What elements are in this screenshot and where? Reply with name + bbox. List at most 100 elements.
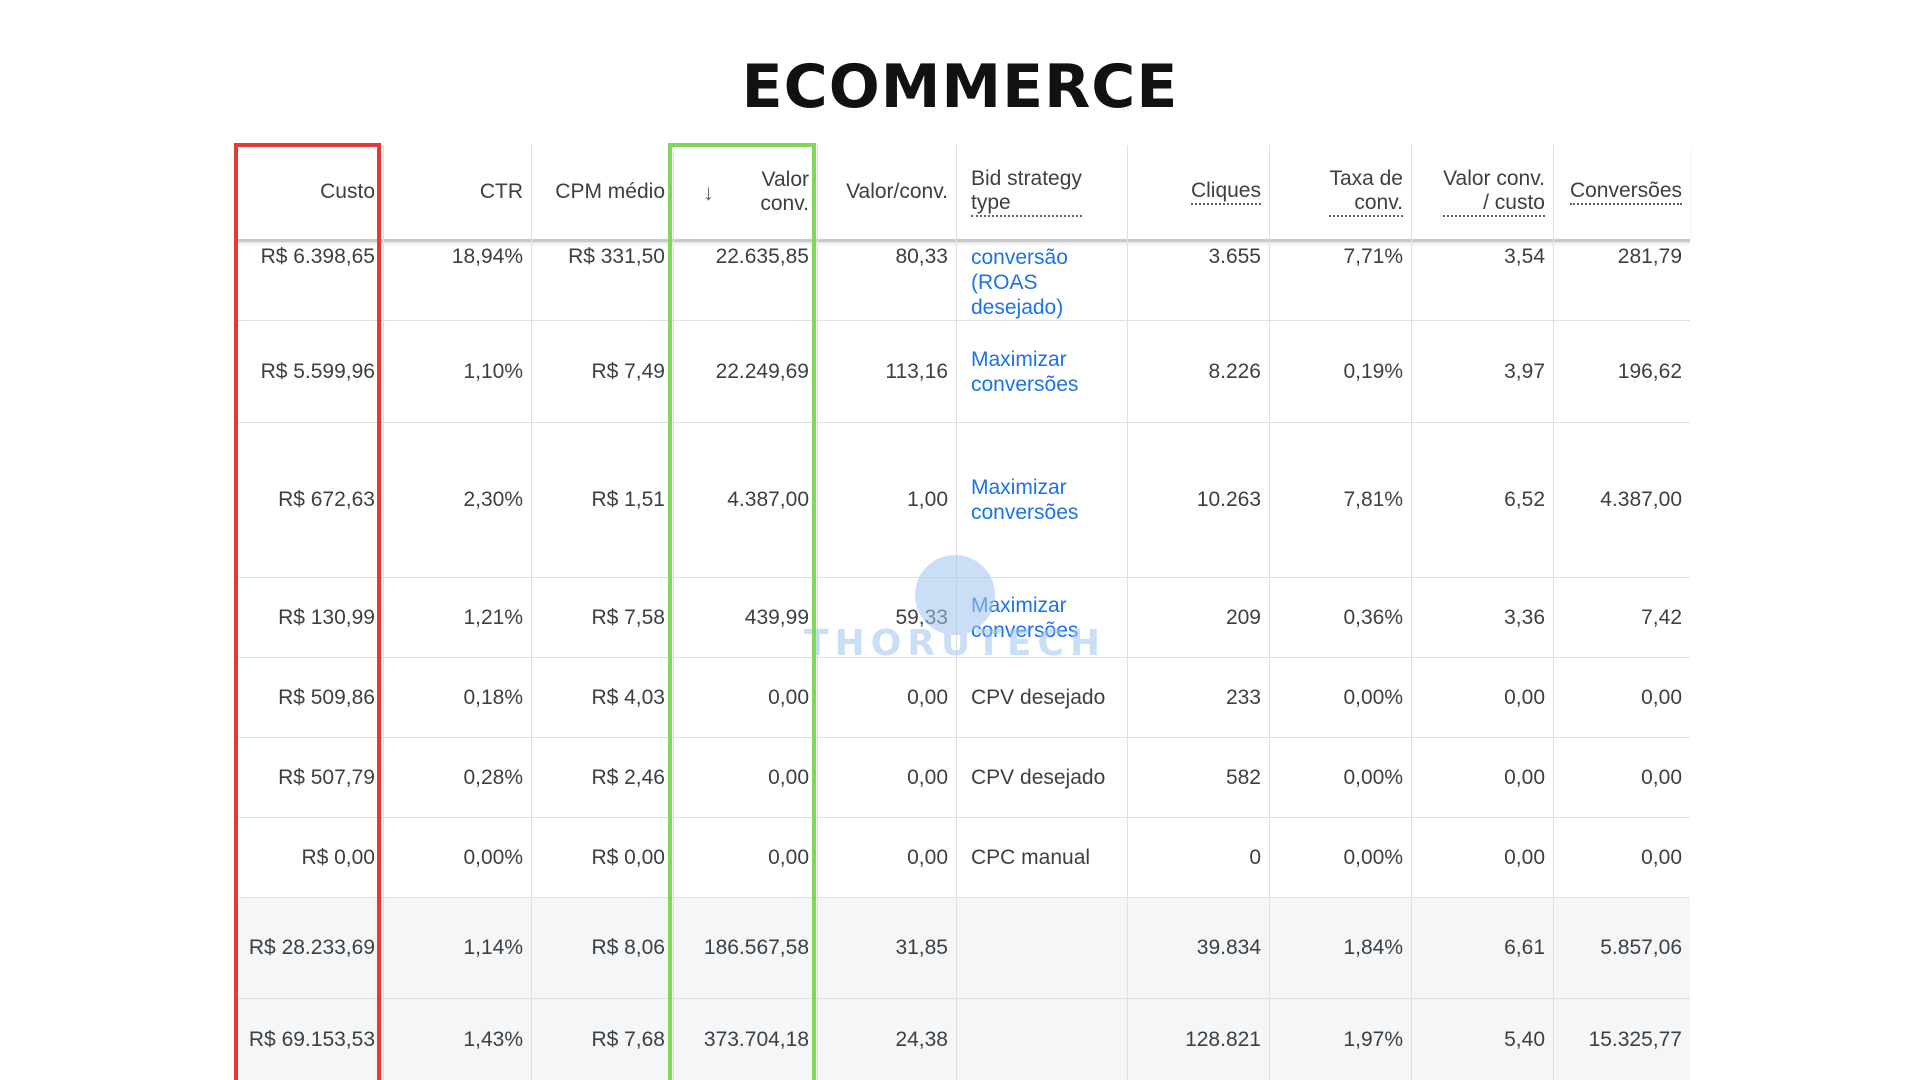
header-cliques[interactable]: Cliques: [1127, 145, 1269, 239]
header-taxa-de-conv[interactable]: Taxa de conv.: [1269, 145, 1411, 239]
cell-custo: R$ 0,00: [301, 845, 375, 869]
cell-cpm: R$ 7,58: [591, 605, 665, 629]
cell-valor-por-conv: 0,00: [907, 685, 948, 709]
cell-taxa-conv: 0,00%: [1343, 685, 1403, 709]
cell-cliques: 233: [1225, 685, 1261, 709]
total-valor-custo: 5,40: [1504, 1027, 1545, 1051]
cell-valor-custo: 0,00: [1504, 685, 1545, 709]
cell-cpm: R$ 2,46: [591, 765, 665, 789]
total-valor-conv: 373.704,18: [703, 1027, 809, 1051]
table-row[interactable]: R$ 0,00 0,00% R$ 0,00 0,00 0,00 CPC manu…: [237, 818, 1690, 898]
cell-valor-conv: 0,00: [768, 685, 809, 709]
cell-valor-por-conv: 80,33: [895, 245, 948, 268]
custo-highlight-box: [234, 143, 381, 1080]
cell-custo: R$ 672,63: [278, 488, 375, 511]
total-cpm: R$ 7,68: [591, 1027, 665, 1051]
total-ctr: 1,43%: [463, 1027, 523, 1051]
cell-ctr: 1,10%: [463, 359, 523, 383]
total-conversoes: 5.857,06: [1600, 936, 1682, 959]
cell-taxa-conv: 0,00%: [1343, 765, 1403, 789]
column-divider: [1411, 145, 1412, 1080]
cell-valor-conv: 0,00: [768, 845, 809, 869]
watermark-logo: THORUTECH: [800, 555, 1110, 675]
cell-bid-strategy-link[interactable]: Maximizar conversões: [971, 476, 1079, 524]
cell-ctr: 2,30%: [463, 488, 523, 511]
header-valor-por-conv[interactable]: Valor/conv.: [846, 180, 948, 203]
cell-conversoes: 0,00: [1641, 685, 1682, 709]
cell-bid-strategy-link[interactable]: Maximizar conversões: [971, 593, 1079, 642]
total-cliques: 128.821: [1185, 1027, 1261, 1051]
total-valor-custo: 6,61: [1504, 936, 1545, 959]
total-valor-conv: 186.567,58: [703, 936, 809, 959]
total-row: R$ 69.153,53 1,43% R$ 7,68 373.704,18 24…: [237, 999, 1690, 1080]
cell-bid-strategy: CPV desejado: [971, 686, 1106, 709]
column-divider: [1269, 145, 1270, 1080]
cell-valor-por-conv: 1,00: [907, 488, 948, 511]
table-row[interactable]: R$ 509,86 0,18% R$ 4,03 0,00 0,00 CPV de…: [237, 658, 1690, 738]
cell-conversoes: 196,62: [1617, 359, 1682, 383]
cell-custo: R$ 507,79: [278, 765, 375, 789]
column-divider: [673, 145, 674, 1080]
total-cliques: 39.834: [1196, 936, 1261, 959]
cell-bid-strategy-link[interactable]: conversão (ROAS desejado): [971, 246, 1068, 319]
cell-bid-strategy: CPC manual: [971, 846, 1091, 869]
cell-valor-conv: 22.635,85: [715, 245, 809, 268]
cell-bid-strategy-link[interactable]: Maximizar conversões: [971, 347, 1079, 396]
header-valor-conv[interactable]: ↓ Valor conv.: [703, 168, 809, 215]
cell-cpm: R$ 1,51: [591, 488, 665, 511]
header-ctr[interactable]: CTR: [479, 180, 523, 203]
total-conversoes: 15.325,77: [1588, 1027, 1682, 1051]
cell-valor-custo: 6,52: [1504, 488, 1545, 511]
report-table: Custo CTR CPM médio ↓ Valor conv. Valor/…: [237, 145, 1690, 1080]
table-row[interactable]: R$ 507,79 0,28% R$ 2,46 0,00 0,00 CPV de…: [237, 738, 1690, 818]
total-row: R$ 28.233,69 1,14% R$ 8,06 186.567,58 31…: [237, 898, 1690, 999]
cell-ctr: 0,00%: [463, 845, 523, 869]
cell-cliques: 582: [1225, 765, 1261, 789]
table-row[interactable]: R$ 130,99 1,21% R$ 7,58 439,99 59,33 Max…: [237, 578, 1690, 658]
column-divider: [1127, 145, 1128, 1080]
cell-cliques: 3.655: [1208, 245, 1261, 268]
cell-valor-custo: 3,97: [1504, 359, 1545, 383]
total-valor-por-conv: 24,38: [895, 1027, 948, 1051]
total-valor-por-conv: 31,85: [895, 936, 948, 959]
cell-taxa-conv: 7,81%: [1343, 488, 1403, 511]
page-title: ECOMMERCE: [741, 52, 1179, 122]
cell-ctr: 0,18%: [463, 685, 523, 709]
cell-cpm: R$ 0,00: [591, 845, 665, 869]
cell-cliques: 10.263: [1196, 488, 1261, 511]
column-divider: [1553, 145, 1554, 1080]
cell-taxa-conv: 0,19%: [1343, 359, 1403, 383]
watermark-head-icon: [915, 555, 995, 635]
header-cpm-medio[interactable]: CPM médio: [555, 180, 665, 203]
cell-custo: R$ 130,99: [278, 605, 375, 629]
table-row[interactable]: R$ 5.599,96 1,10% R$ 7,49 22.249,69 113,…: [237, 321, 1690, 423]
cell-valor-por-conv: 0,00: [907, 845, 948, 869]
cell-valor-por-conv: 0,00: [907, 765, 948, 789]
cell-valor-conv: 22.249,69: [715, 359, 809, 383]
header-bid-strategy-type[interactable]: Bid strategy type: [956, 145, 1127, 239]
total-taxa-conv: 1,84%: [1343, 936, 1403, 959]
cell-bid-strategy: CPV desejado: [971, 766, 1106, 789]
cell-valor-custo: 3,54: [1504, 245, 1545, 268]
cell-cliques: 209: [1225, 605, 1261, 629]
cell-taxa-conv: 7,71%: [1343, 245, 1403, 268]
cell-cliques: 8.226: [1208, 359, 1261, 383]
cell-cliques: 0: [1249, 845, 1261, 869]
header-valor-conv-custo[interactable]: Valor conv. / custo: [1411, 145, 1553, 239]
cell-valor-conv: 439,99: [744, 605, 809, 629]
column-divider: [817, 145, 818, 1080]
header-custo[interactable]: Custo: [320, 180, 375, 203]
table-row[interactable]: R$ 6.398,65 18,94% R$ 331,50 22.635,85 8…: [237, 242, 1690, 321]
cell-taxa-conv: 0,00%: [1343, 845, 1403, 869]
total-ctr: 1,14%: [463, 936, 523, 959]
cell-custo: R$ 5.599,96: [260, 359, 375, 383]
cell-valor-custo: 0,00: [1504, 765, 1545, 789]
cell-valor-custo: 0,00: [1504, 845, 1545, 869]
cell-conversoes: 4.387,00: [1600, 488, 1682, 511]
header-conversoes[interactable]: Conversões: [1553, 145, 1690, 239]
cell-conversoes: 7,42: [1641, 605, 1682, 629]
sort-descending-icon: ↓: [703, 180, 714, 205]
cell-conversoes: 281,79: [1617, 245, 1682, 268]
cell-ctr: 18,94%: [451, 245, 523, 268]
cell-cpm: R$ 7,49: [591, 359, 665, 383]
